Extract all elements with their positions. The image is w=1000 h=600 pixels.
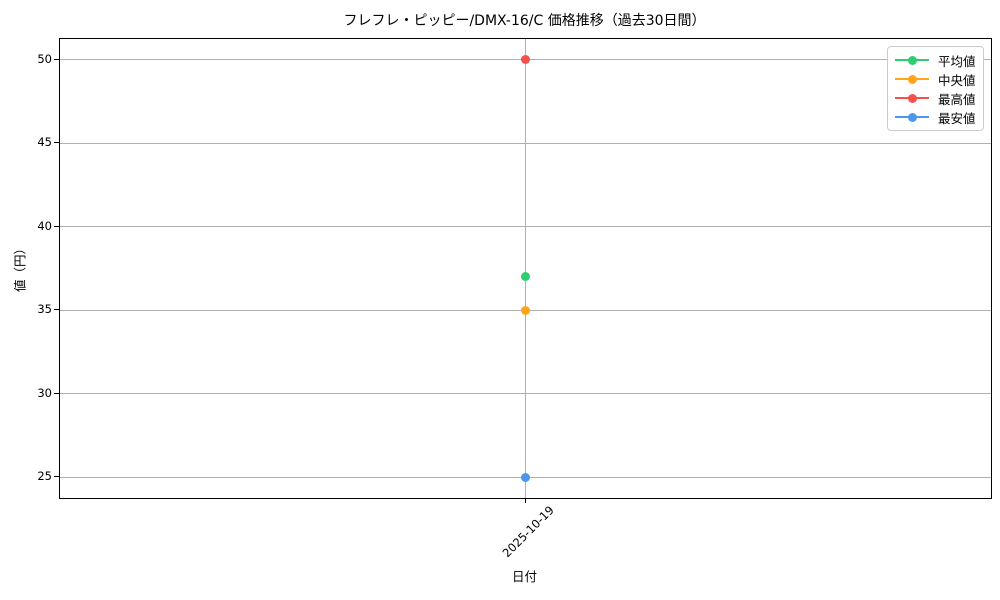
legend-item-max: 最高値 <box>895 89 983 107</box>
y-tick-45 <box>54 142 59 144</box>
legend: 平均値中央値最高値最安値 <box>887 46 984 131</box>
y-tick-35 <box>54 309 59 311</box>
legend-item-median: 中央値 <box>895 70 983 88</box>
legend-label-median: 中央値 <box>938 72 976 88</box>
gridline-x-2025-10-19 <box>525 39 526 498</box>
data-point-min <box>521 472 530 482</box>
legend-dot-max <box>907 93 917 103</box>
legend-marker-max-icon <box>895 93 929 103</box>
x-tick-2025-10-19 <box>524 498 526 503</box>
legend-item-min: 最安値 <box>895 108 983 126</box>
x-axis-label: 日付 <box>511 569 537 584</box>
y-tick-label-50: 50 <box>37 51 52 66</box>
y-tick-25 <box>54 476 59 478</box>
legend-marker-average-icon <box>895 55 929 65</box>
y-tick-label-30: 30 <box>37 385 52 400</box>
data-point-max <box>521 55 530 65</box>
y-tick-50 <box>54 58 59 60</box>
y-tick-label-35: 35 <box>37 302 52 317</box>
legend-dot-average <box>907 55 917 65</box>
y-axis-label: 値（円） <box>12 241 28 293</box>
legend-label-max: 最高値 <box>938 91 976 107</box>
x-tick-label: 2025-10-19 <box>499 503 557 561</box>
legend-dot-min <box>907 112 917 122</box>
y-tick-40 <box>54 225 59 227</box>
y-tick-label-40: 40 <box>37 218 52 233</box>
legend-item-average: 平均値 <box>895 51 983 69</box>
data-point-average <box>521 272 530 282</box>
y-tick-label-25: 25 <box>37 469 52 484</box>
legend-label-average: 平均値 <box>938 53 976 69</box>
plot-area <box>59 38 992 499</box>
legend-marker-min-icon <box>895 112 929 122</box>
y-tick-label-45: 45 <box>37 135 52 150</box>
chart-title: フレフレ・ピッピー/DMX-16/C 価格推移（過去30日間） <box>343 13 706 29</box>
legend-label-min: 最安値 <box>938 110 976 126</box>
legend-dot-median <box>907 74 917 84</box>
y-tick-30 <box>54 392 59 394</box>
legend-marker-median-icon <box>895 74 929 84</box>
data-point-median <box>521 305 530 315</box>
